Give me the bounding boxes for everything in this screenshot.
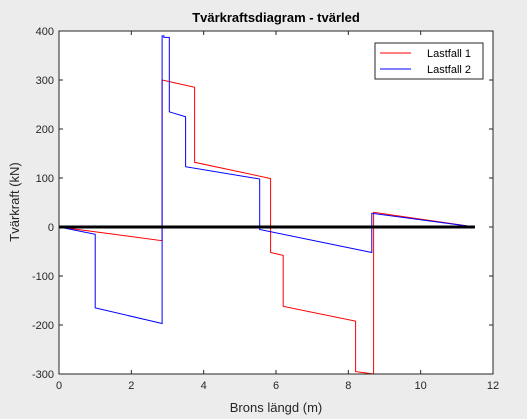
x-tick-label: 6: [273, 380, 279, 392]
y-tick-label: 200: [36, 124, 54, 136]
axes: 0 2 4 6 8 10 12 400 300 200 100 0 -100 -200 -300: [32, 26, 499, 392]
x-tick-label: 0: [56, 380, 62, 392]
chart-title: Tvärkraftsdiagram - tvärled: [192, 10, 360, 25]
y-axis-label: Tvärkraft (kN): [7, 162, 22, 241]
x-tick-label: 10: [415, 380, 427, 392]
y-tick-label: 100: [36, 173, 54, 185]
x-axis-label: Brons längd (m): [230, 400, 322, 415]
y-tick-label: -300: [32, 369, 54, 381]
x-tick-label: 2: [128, 380, 134, 392]
y-tick-label: -200: [32, 320, 54, 332]
x-tick-label: 12: [487, 380, 499, 392]
plot-frame: [58, 30, 494, 375]
series-line-lastfall-2: [58, 35, 475, 325]
legend: Lastfall 1 Lastfall 2: [374, 42, 484, 80]
y-tick-label: -100: [32, 271, 54, 283]
plot-area: [59, 31, 493, 374]
x-tick-label: 4: [201, 380, 207, 392]
legend-box: [374, 42, 484, 80]
legend-label-lastfall-1: Lastfall 1: [427, 48, 471, 60]
y-tick-label: 400: [36, 26, 54, 38]
y-tick-label: 300: [36, 75, 54, 87]
legend-label-lastfall-2: Lastfall 2: [427, 64, 471, 76]
x-tick-label: 8: [345, 380, 351, 392]
y-tick-label: 0: [48, 222, 54, 234]
